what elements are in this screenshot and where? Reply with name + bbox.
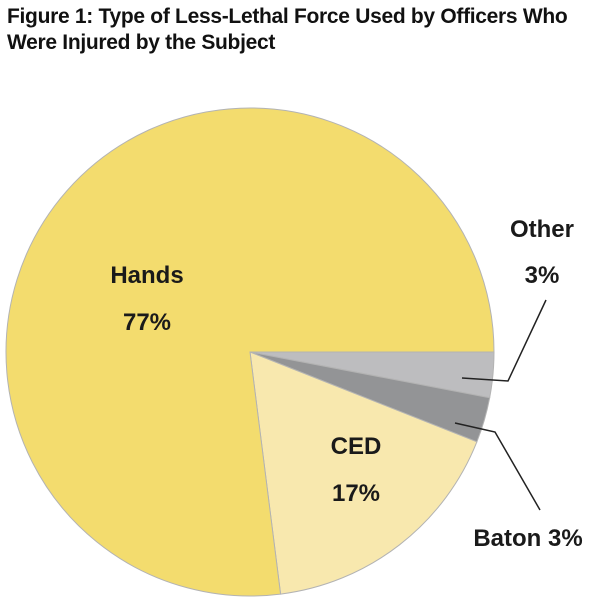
pie-slice-ced [249, 351, 478, 595]
leader-lines [454, 299, 547, 511]
pie-slices [5, 107, 495, 597]
ced-label-name: CED [331, 433, 382, 460]
pie-slice-hands [5, 107, 495, 597]
chart-title: Figure 1: Type of Less-Lethal Force Used… [7, 5, 568, 54]
ced-label-value: 17% [332, 480, 380, 507]
baton-leader-line [454, 422, 541, 511]
baton-label: Baton 3% [473, 525, 582, 552]
hands-label-value: 77% [123, 309, 171, 336]
other-label-name: Other [510, 216, 574, 243]
other-leader-line [461, 299, 547, 382]
hands-label-name: Hands [110, 262, 183, 289]
other-label-value: 3% [525, 262, 560, 289]
